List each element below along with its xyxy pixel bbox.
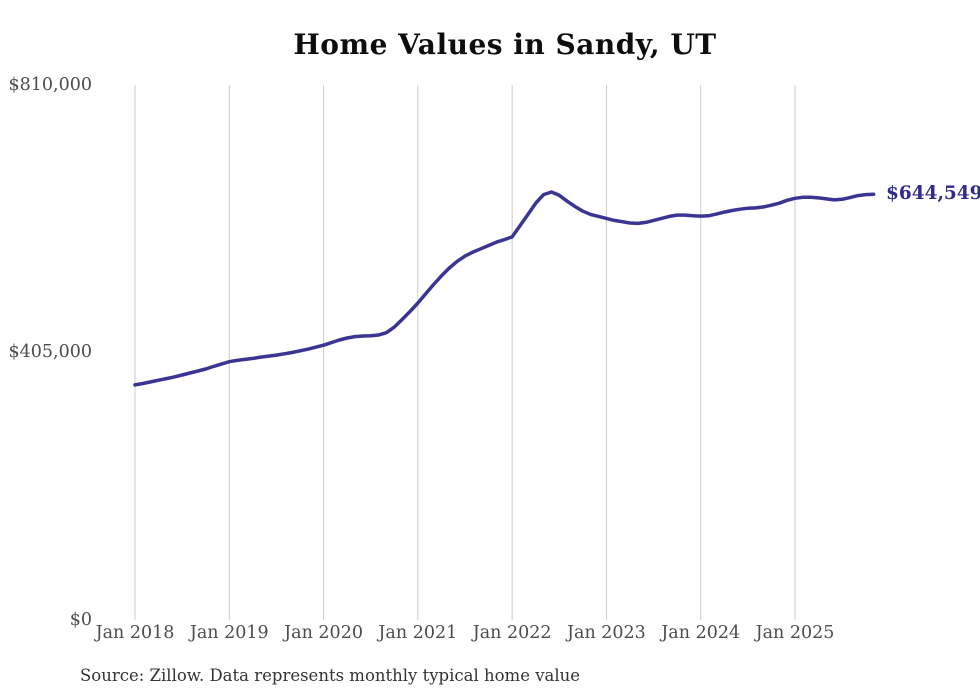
gridlines [134,85,796,620]
x-axis-tick-label: Jan 2025 [755,623,835,643]
y-axis-tick-label: $810,000 [8,74,92,95]
x-axis-tick-label: Jan 2020 [284,623,363,643]
source-note: Source: Zillow. Data represents monthly … [80,666,581,685]
x-axis-tick-label: Jan 2024 [661,623,741,643]
x-axis-tick-label: Jan 2022 [472,623,552,643]
x-axis-tick-label: Jan 2018 [95,623,175,643]
y-axis-tick-label: $405,000 [8,342,92,362]
x-axis-tick-label: Jan 2023 [567,623,646,643]
current-value-label: $644,549 [886,183,980,205]
x-axis-tick-label: Jan 2021 [378,623,458,643]
chart-title: Home Values in Sandy, UT [293,28,717,61]
home-value-line [133,190,876,387]
y-axis-tick-label: $0 [69,609,92,630]
x-axis-tick-label: Jan 2019 [189,623,269,643]
